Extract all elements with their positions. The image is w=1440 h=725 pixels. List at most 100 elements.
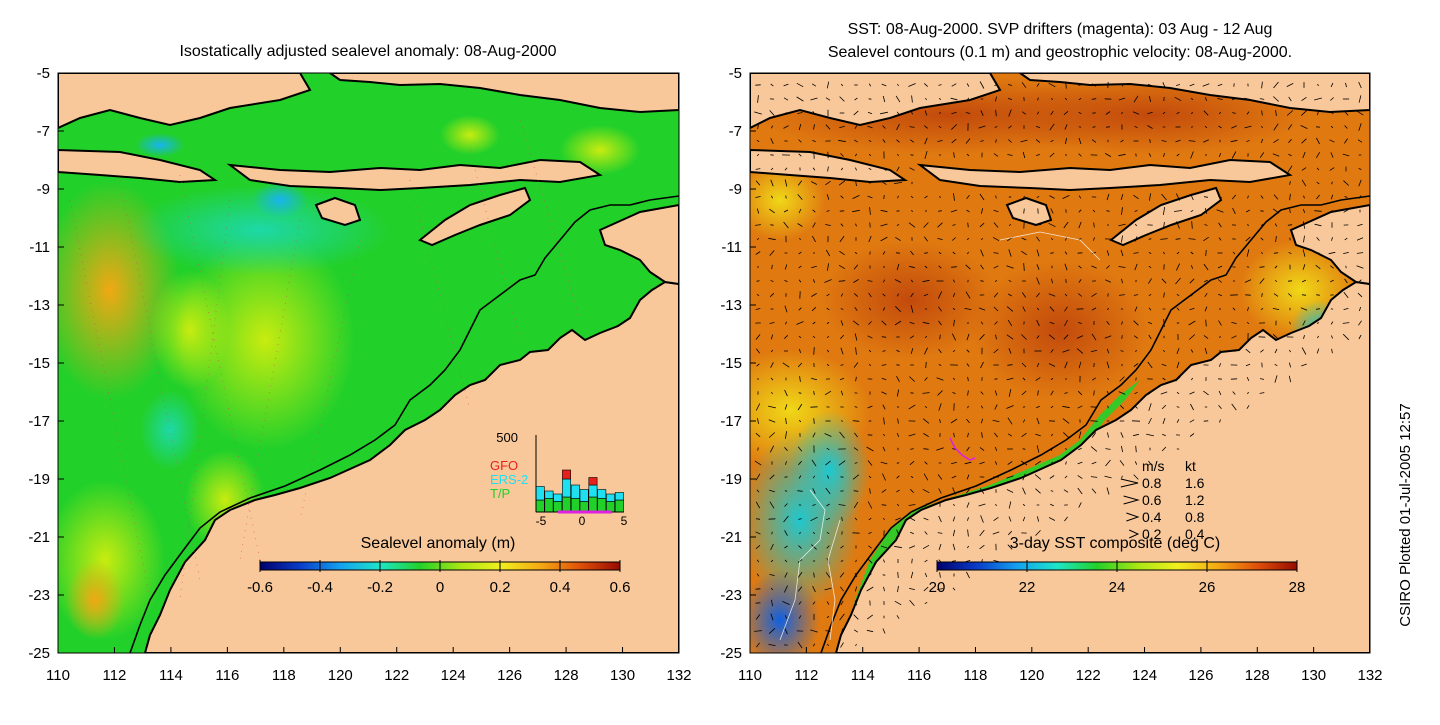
left-panel-title: Isostatically adjusted sealevel anomaly:… <box>179 43 556 60</box>
histogram-bar-tp <box>536 500 544 512</box>
left-lon-tick-label: 118 <box>272 667 296 684</box>
right-lon-tick-label: 110 <box>738 667 762 684</box>
left-lat-tick-label: -15 <box>28 355 50 372</box>
colorbar-tick-label: 0.6 <box>610 579 631 596</box>
right-panel-title-line1: SST: 08-Aug-2000. SVP drifters (magenta)… <box>848 21 1273 38</box>
colorbar-tick-label: -0.2 <box>367 579 393 596</box>
right-lat-tick-label: -7 <box>729 123 742 140</box>
left-lon-tick-label: 130 <box>610 667 635 684</box>
right-lon-tick-label: 114 <box>851 667 875 684</box>
left-lat-tick-label: -5 <box>37 65 50 82</box>
right-lon-tick-label: 112 <box>794 667 818 684</box>
right-lon-tick-label: 132 <box>1357 667 1382 684</box>
velocity-legend-kt: 1.2 <box>1185 492 1205 508</box>
velocity-legend-header-ms: m/s <box>1142 458 1165 474</box>
left-lon-tick-label: 132 <box>666 667 691 684</box>
right-lat-tick-label: -13 <box>720 297 742 314</box>
colorbar-tick-label: 0 <box>436 579 444 596</box>
colorbar-tick-label: -0.4 <box>307 579 333 596</box>
right-lat-tick-label: -11 <box>721 239 742 256</box>
histogram-bar-ers <box>536 487 544 501</box>
left-lat-tick-label: -13 <box>28 297 50 314</box>
velocity-legend-ms: 0.4 <box>1142 509 1162 525</box>
histogram-bar-tp <box>615 500 623 512</box>
left-lat-tick-label: -11 <box>29 239 50 256</box>
colorbar-tick-label: 28 <box>1289 579 1306 596</box>
right-lon-tick-label: 122 <box>1076 667 1101 684</box>
histogram-bar-ers <box>554 494 562 502</box>
histogram-bar-ers <box>598 490 606 499</box>
left-lat-tick-label: -25 <box>28 645 50 662</box>
histogram-legend-tp: T/P <box>490 486 510 501</box>
colorbar-tick-label: -0.6 <box>247 579 273 596</box>
right-lat-tick-label: -23 <box>720 587 742 604</box>
left-lon-tick-label: 122 <box>384 667 409 684</box>
right-lon-tick-label: 120 <box>1019 667 1044 684</box>
colorbar-tick-label: 22 <box>1019 579 1036 596</box>
histogram-xtick-neg5: -5 <box>536 514 547 528</box>
right-lat-tick-label: -17 <box>720 413 742 430</box>
left-lat-tick-label: -23 <box>28 587 50 604</box>
histogram-bar-tp <box>571 499 579 513</box>
colorbar-tick-label: 26 <box>1199 579 1216 596</box>
left-lon-tick-label: 114 <box>159 667 183 684</box>
histogram-bar-ers <box>571 485 579 499</box>
histogram-bar-tp <box>606 502 614 513</box>
right-lon-tick-label: 126 <box>1188 667 1213 684</box>
plot-credit: CSIRO Plotted 01-Jul-2005 12:57 <box>1397 403 1414 626</box>
velocity-legend-ms: 0.6 <box>1142 492 1162 508</box>
right-lat-tick-label: -5 <box>729 65 742 82</box>
right-lon-tick-label: 116 <box>907 667 931 684</box>
histogram-bar-ers <box>562 479 570 497</box>
left-lat-tick-label: -7 <box>37 123 50 140</box>
right-map <box>710 73 1370 670</box>
histogram-ymax-label: 500 <box>496 430 518 445</box>
left-lon-tick-label: 116 <box>215 667 239 684</box>
left-colorbar-label: Sealevel anomaly (m) <box>361 535 516 552</box>
histogram-xtick-0: 0 <box>579 514 586 528</box>
colorbar-tick-label: 0.4 <box>550 579 571 596</box>
histogram-bar-ers <box>615 493 623 501</box>
left-lon-tick-label: 120 <box>328 667 353 684</box>
histogram-bar-tp <box>589 497 597 512</box>
histogram-bar-gfo <box>589 478 597 486</box>
colorbar-tick-label: 24 <box>1109 579 1126 596</box>
left-lon-tick-label: 128 <box>554 667 579 684</box>
left-lat-tick-label: -17 <box>28 413 50 430</box>
right-lat-tick-label: -21 <box>720 529 742 546</box>
left-lat-tick-label: -9 <box>37 181 50 198</box>
right-colorbar-label: 3-day SST composite (deg C) <box>1010 535 1220 552</box>
left-lon-tick-label: 124 <box>441 667 466 684</box>
histogram-xtick-5: 5 <box>621 514 628 528</box>
histogram-bar-ers <box>606 494 614 502</box>
left-lat-tick-label: -19 <box>28 471 50 488</box>
histogram-bar-tp <box>562 497 570 512</box>
histogram-bar-tp <box>580 502 588 513</box>
histogram-bar-gfo <box>562 470 570 479</box>
velocity-legend-header-kt: kt <box>1185 458 1196 474</box>
colorbar-tick-label: 20 <box>929 579 946 596</box>
right-lat-tick-label: -25 <box>720 645 742 662</box>
right-panel-title-line2: Sealevel contours (0.1 m) and geostrophi… <box>828 44 1292 61</box>
velocity-legend-kt: 1.6 <box>1185 475 1205 491</box>
left-lon-tick-label: 110 <box>46 667 70 684</box>
histogram-bar-ers <box>580 490 588 502</box>
right-lat-tick-label: -19 <box>720 471 742 488</box>
histogram-bar-tp <box>598 499 606 513</box>
right-lon-tick-label: 118 <box>963 667 987 684</box>
histogram-bar-ers <box>589 485 597 497</box>
left-lon-tick-label: 126 <box>497 667 522 684</box>
left-lat-tick-label: -21 <box>28 529 50 546</box>
right-lon-tick-label: 128 <box>1245 667 1270 684</box>
right-lon-tick-label: 124 <box>1132 667 1157 684</box>
left-lon-tick-label: 112 <box>102 667 126 684</box>
right-lon-tick-label: 130 <box>1301 667 1326 684</box>
histogram-bar-tp <box>545 499 553 513</box>
histogram-legend-ers2: ERS-2 <box>490 472 528 487</box>
histogram-bar-tp <box>554 502 562 513</box>
histogram-legend-gfo: GFO <box>490 458 518 473</box>
histogram-bar-ers <box>545 491 553 499</box>
velocity-legend-ms: 0.8 <box>1142 475 1162 491</box>
